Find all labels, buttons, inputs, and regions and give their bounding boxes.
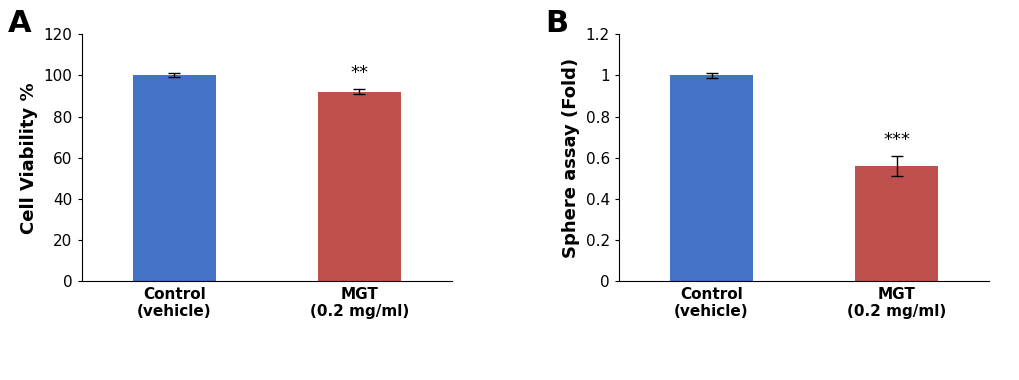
Bar — [854, 166, 937, 281]
Bar — [318, 92, 400, 281]
Y-axis label: Cell Viability %: Cell Viability % — [20, 82, 38, 234]
Bar — [132, 75, 216, 281]
Text: ***: *** — [882, 131, 909, 149]
Y-axis label: Sphere assay (Fold): Sphere assay (Fold) — [561, 58, 580, 258]
Text: B: B — [544, 10, 568, 38]
Text: **: ** — [351, 64, 368, 82]
Bar — [669, 75, 752, 281]
Text: A: A — [7, 10, 32, 38]
